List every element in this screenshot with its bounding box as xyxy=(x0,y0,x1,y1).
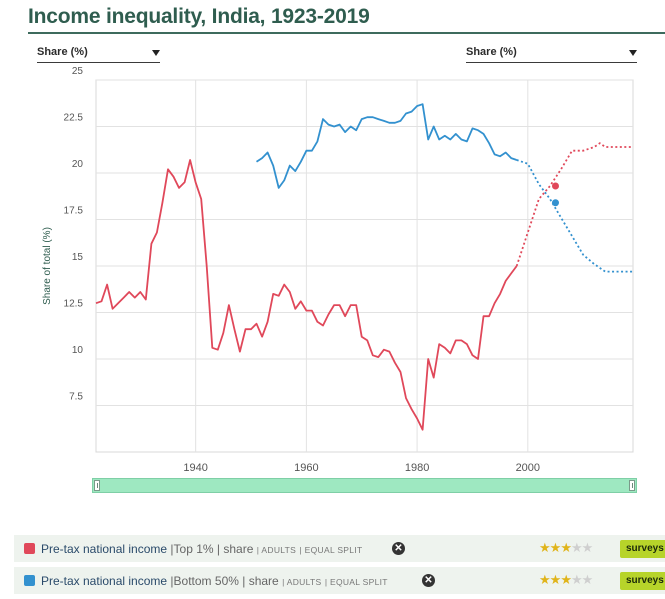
y-tick-label: 7.5 xyxy=(69,392,83,403)
quality-rating: ★★★★★ xyxy=(539,572,594,588)
legend-measure-label: | share xyxy=(242,574,279,588)
y-tick-label: 12.5 xyxy=(64,299,84,310)
x-tick-label: 2000 xyxy=(516,462,540,474)
star-icon: ★ xyxy=(539,540,551,555)
y-tick-label: 20 xyxy=(72,159,84,170)
star-icon: ★ xyxy=(560,572,572,587)
legend-group-label: |Bottom 50% xyxy=(170,574,239,588)
legend-group-label: |Top 1% xyxy=(170,542,214,556)
star-icon: ★ xyxy=(549,572,562,587)
top1-projection-line xyxy=(515,142,633,267)
range-start-handle[interactable] xyxy=(94,480,100,491)
series-color-swatch xyxy=(24,543,35,554)
top1-point-marker xyxy=(551,182,559,190)
star-icon: ★ xyxy=(570,572,583,587)
x-tick-label: 1960 xyxy=(294,462,318,474)
legend-row: Pre-tax national income |Bottom 50% | sh… xyxy=(14,567,665,594)
star-icon: ★ xyxy=(581,540,594,555)
time-range-slider[interactable] xyxy=(92,478,637,493)
bottom50-projection-line xyxy=(516,159,633,273)
x-tick-label: 1980 xyxy=(405,462,429,474)
legend-split-label: | EQUAL SPLIT xyxy=(324,577,388,587)
quality-rating: ★★★★★ xyxy=(539,540,594,556)
close-circle-icon[interactable]: ✕ xyxy=(422,574,435,587)
legend-text: Pre-tax national income |Bottom 50% | sh… xyxy=(41,574,388,588)
page-title: Income inequality, India, 1923-2019 xyxy=(28,5,370,28)
chevron-down-icon xyxy=(629,50,637,56)
star-icon: ★ xyxy=(570,540,583,555)
source-tag[interactable]: surveys a xyxy=(620,572,665,590)
bottom50-series-line xyxy=(256,103,517,189)
legend-indicator-label: Pre-tax national income xyxy=(41,542,168,556)
right-axis-selector[interactable]: Share (%) xyxy=(466,44,637,63)
star-icon: ★ xyxy=(581,572,594,587)
y-axis-title: Share of total (%) xyxy=(42,227,53,305)
chevron-down-icon xyxy=(152,50,160,56)
y-tick-label: 17.5 xyxy=(64,206,84,217)
legend-row: Pre-tax national income |Top 1% | share … xyxy=(14,535,665,562)
legend-text: Pre-tax national income |Top 1% | share … xyxy=(41,542,362,556)
star-icon: ★ xyxy=(539,572,551,587)
legend-split-label: | EQUAL SPLIT xyxy=(299,545,363,555)
y-tick-label: 15 xyxy=(72,252,84,263)
top1-series-line xyxy=(95,159,518,431)
legend-population-label: | ADULTS xyxy=(256,545,297,555)
legend-indicator-label: Pre-tax national income xyxy=(41,574,168,588)
legend-measure-label: | share xyxy=(216,542,254,556)
y-tick-label: 25 xyxy=(72,66,84,77)
star-icon: ★ xyxy=(560,540,572,555)
right-axis-selector-label: Share (%) xyxy=(466,46,517,58)
y-tick-label: 22.5 xyxy=(64,113,84,124)
x-tick-label: 1940 xyxy=(183,462,207,474)
line-chart: 25 22.5 20 17.5 15 12.5 10 7.5 1940 1960 1980 2000 S… xyxy=(42,66,634,474)
left-axis-selector-label: Share (%) xyxy=(37,46,88,58)
legend-population-label: | ADULTS xyxy=(282,577,322,587)
series-color-swatch xyxy=(24,575,35,586)
star-icon: ★ xyxy=(549,540,562,555)
bottom50-point-marker xyxy=(551,199,559,207)
y-tick-label: 10 xyxy=(72,345,84,356)
source-tag[interactable]: surveys a xyxy=(620,540,665,558)
left-axis-selector[interactable]: Share (%) xyxy=(37,44,160,63)
close-circle-icon[interactable]: ✕ xyxy=(392,542,405,555)
title-divider xyxy=(28,32,665,34)
range-end-handle[interactable] xyxy=(629,480,635,491)
